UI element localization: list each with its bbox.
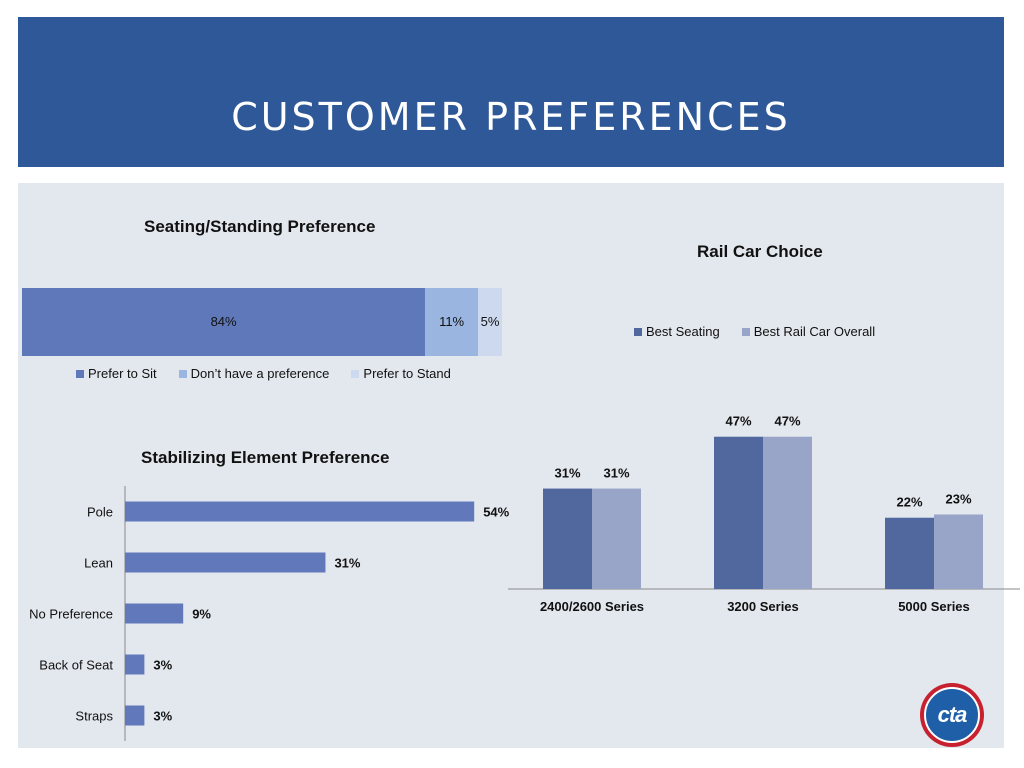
railcar-value-label-2-1: 23% bbox=[945, 491, 971, 506]
legend-swatch-best-seating bbox=[634, 327, 642, 336]
railcar-category-label-2: 5000 Series bbox=[898, 599, 970, 614]
seating-segment-2 bbox=[478, 288, 502, 356]
railcar-bar-1-0 bbox=[714, 436, 763, 589]
legend-item-stand: Prefer to Stand bbox=[351, 366, 451, 381]
seating-segment-1 bbox=[425, 288, 478, 356]
legend-item-best-seating: Best Seating bbox=[634, 324, 720, 339]
seating-segment-0 bbox=[22, 288, 426, 356]
legend-swatch-best-overall bbox=[741, 327, 750, 336]
railcar-bar-2-0 bbox=[885, 517, 934, 589]
legend-item-sit: Prefer to Sit bbox=[76, 366, 157, 381]
railcar-legend: Best Seating Best Rail Car Overall bbox=[634, 324, 875, 339]
legend-item-best-overall: Best Rail Car Overall bbox=[741, 324, 876, 339]
railcar-bar-0-1 bbox=[592, 488, 641, 589]
railcar-category-label-0: 2400/2600 Series bbox=[540, 599, 644, 614]
stabilizing-category-label-1: Lean bbox=[84, 556, 113, 571]
header-banner: CUSTOMER PREFERENCES bbox=[18, 17, 1004, 167]
stabilizing-value-label-0: 54% bbox=[483, 505, 509, 520]
railcar-value-label-1-1: 47% bbox=[774, 414, 800, 429]
railcar-chart-title: Rail Car Choice bbox=[697, 242, 823, 261]
legend-label-stand: Prefer to Stand bbox=[363, 366, 451, 381]
stabilizing-category-label-3: Back of Seat bbox=[39, 658, 113, 673]
stabilizing-category-label-0: Pole bbox=[87, 505, 113, 520]
stabilizing-bar-0 bbox=[125, 501, 475, 522]
stabilizing-value-label-2: 9% bbox=[192, 607, 211, 622]
railcar-bar-1-1 bbox=[763, 436, 812, 589]
content-panel bbox=[18, 183, 1004, 748]
legend-label-best-overall: Best Rail Car Overall bbox=[753, 324, 876, 339]
legend-swatch-stand bbox=[351, 369, 360, 378]
legend-swatch-no-preference bbox=[178, 369, 187, 378]
legend-swatch-sit bbox=[76, 369, 84, 378]
seating-segment-label-2: 5% bbox=[481, 314, 500, 329]
railcar-category-label-1: 3200 Series bbox=[727, 599, 799, 614]
stabilizing-value-label-4: 3% bbox=[153, 709, 172, 724]
cta-logo: cta bbox=[920, 683, 984, 747]
stabilizing-bar-4 bbox=[125, 705, 145, 726]
stabilizing-value-label-3: 3% bbox=[153, 658, 172, 673]
legend-label-best-seating: Best Seating bbox=[646, 324, 720, 339]
railcar-value-label-0-0: 31% bbox=[554, 466, 580, 481]
cta-logo-inner: cta bbox=[924, 687, 980, 743]
legend-label-sit: Prefer to Sit bbox=[88, 366, 157, 381]
stabilizing-bar-2 bbox=[125, 603, 184, 624]
stabilizing-category-label-2: No Preference bbox=[29, 607, 113, 622]
stabilizing-value-label-1: 31% bbox=[334, 556, 360, 571]
legend-label-no-preference: Don’t have a preference bbox=[190, 366, 330, 381]
stabilizing-category-label-4: Straps bbox=[75, 709, 113, 724]
stabilizing-bar-3 bbox=[125, 654, 145, 675]
railcar-bar-0-0 bbox=[543, 488, 592, 589]
railcar-bar-2-1 bbox=[934, 514, 983, 589]
railcar-value-label-1-0: 47% bbox=[725, 414, 751, 429]
seating-legend: Prefer to Sit Don’t have a preference Pr… bbox=[76, 366, 451, 381]
seating-chart-title: Seating/Standing Preference bbox=[144, 217, 376, 236]
seating-segment-label-0: 84% bbox=[211, 314, 237, 329]
railcar-value-label-2-0: 22% bbox=[896, 495, 922, 510]
page-title: CUSTOMER PREFERENCES bbox=[231, 95, 791, 139]
legend-item-no-preference: Don’t have a preference bbox=[178, 366, 330, 381]
stabilizing-chart-title: Stabilizing Element Preference bbox=[141, 448, 390, 467]
seating-segment-label-1: 11% bbox=[439, 314, 464, 329]
cta-logo-text: cta bbox=[937, 702, 968, 727]
stabilizing-bar-1 bbox=[125, 552, 326, 573]
railcar-value-label-0-1: 31% bbox=[603, 466, 629, 481]
